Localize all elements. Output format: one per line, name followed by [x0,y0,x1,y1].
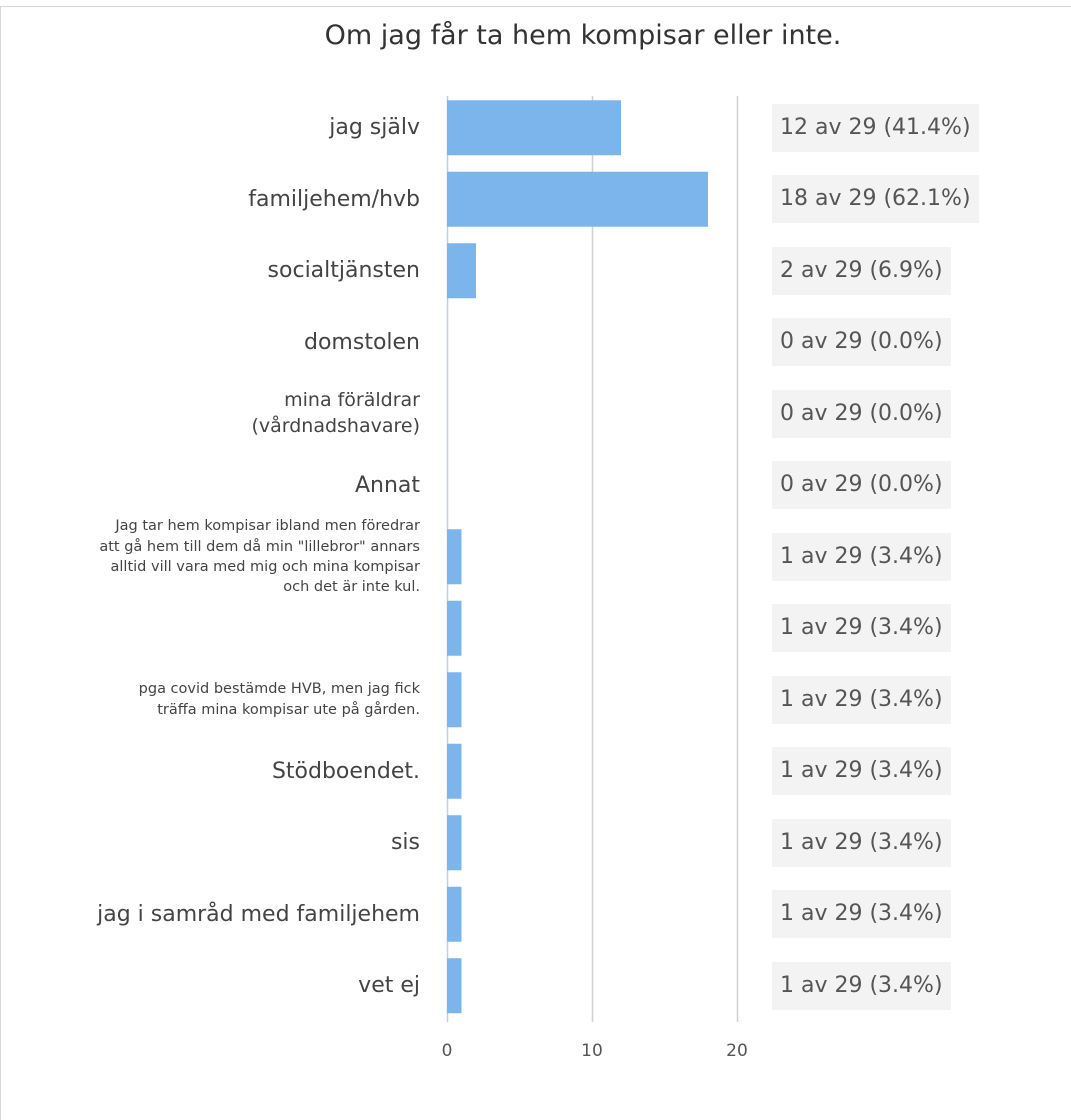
bar[interactable] [447,171,708,227]
count-label: 1 av 29 (3.4%) [772,747,951,796]
count-label: 12 av 29 (41.4%) [772,103,979,152]
category-label: jag i samråd med familjehem [97,901,420,927]
category-label: jag själv [329,115,420,141]
count-label: 0 av 29 (0.0%) [772,461,951,510]
count-label: 1 av 29 (3.4%) [772,818,951,867]
category-label: vet ej [358,973,420,999]
category-label: socialtjänsten [267,258,420,284]
count-label: 18 av 29 (62.1%) [772,175,979,224]
category-label: familjehem/hvb [248,186,420,212]
chart-frame [0,6,1071,1120]
x-tick-label: 0 [441,1041,453,1061]
count-label: 0 av 29 (0.0%) [772,389,951,438]
count-label: 2 av 29 (6.9%) [772,246,951,295]
category-label: domstolen [304,329,420,355]
bar[interactable] [447,815,462,871]
bar[interactable] [447,100,621,156]
bar[interactable] [447,243,476,299]
count-label: 0 av 29 (0.0%) [772,318,951,367]
x-tick-label: 10 [581,1041,603,1061]
bar[interactable] [447,886,462,942]
category-label: Jag tar hem kompisar ibland men föredrar… [99,518,420,596]
count-label: 1 av 29 (3.4%) [772,604,951,653]
bar[interactable] [447,672,462,728]
category-label: Annat [354,472,420,498]
bar[interactable] [447,529,462,585]
bar[interactable] [447,958,462,1014]
category-label: mina föräldrar (vårdnadshavare) [251,389,420,437]
count-label: 1 av 29 (3.4%) [772,890,951,939]
category-label: Stödboendet. [271,758,420,784]
category-label: pga covid bestämde HVB, men jag fick trä… [138,681,420,718]
bar[interactable] [447,600,462,656]
category-label: sis [390,830,420,856]
count-label: 1 av 29 (3.4%) [772,532,951,581]
count-label: 1 av 29 (3.4%) [772,961,951,1010]
x-tick-label: 20 [726,1041,748,1061]
count-label: 1 av 29 (3.4%) [772,675,951,724]
bar[interactable] [447,743,462,799]
chart-title: Om jag får ta hem kompisar eller inte. [324,20,842,51]
